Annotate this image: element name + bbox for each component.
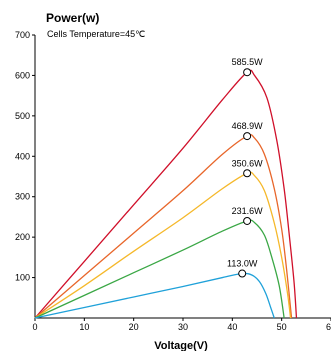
x-tick-label: 50	[277, 322, 287, 332]
peak-label: 350.6W	[232, 158, 264, 168]
series-line	[34, 171, 292, 319]
x-tick-label: 20	[129, 322, 139, 332]
peak-marker	[243, 132, 252, 141]
y-tick-label: 400	[15, 151, 30, 161]
y-tick-label: 200	[15, 232, 30, 242]
series-line	[34, 69, 298, 319]
peak-label: 468.9W	[232, 121, 264, 131]
x-tick-label: 40	[227, 322, 237, 332]
chart-subtitle: Cells Temperature=45℃	[47, 29, 145, 39]
y-tick-label: 700	[15, 30, 30, 40]
x-axis-title: Voltage(V)	[154, 340, 208, 351]
x-tick-label: 10	[79, 322, 89, 332]
series-line	[34, 272, 275, 319]
peak-marker	[238, 269, 247, 278]
x-tick-label: 0	[32, 322, 37, 332]
y-tick-label: 300	[15, 192, 30, 202]
peak-marker	[243, 216, 252, 225]
chart-title: Power(w)	[46, 11, 99, 25]
series-line	[34, 219, 285, 319]
peak-marker	[243, 68, 252, 77]
y-tick-label: 100	[15, 273, 30, 283]
y-tick-label: 600	[15, 70, 30, 80]
peak-label: 585.5W	[232, 57, 264, 67]
peak-marker	[243, 169, 252, 178]
y-tick-label: 500	[15, 111, 30, 121]
series-layer: 585.5W 468.9W 350.6W 231.6W 113.0W	[34, 57, 298, 319]
peak-label: 113.0W	[227, 259, 258, 269]
ticks: 0 10 20 30 40 50 60 100 200 300 400 500 600 700	[15, 30, 331, 332]
x-tick-label: 30	[178, 322, 188, 332]
x-tick-label: 60	[326, 322, 331, 332]
peak-label: 231.6W	[232, 206, 264, 216]
